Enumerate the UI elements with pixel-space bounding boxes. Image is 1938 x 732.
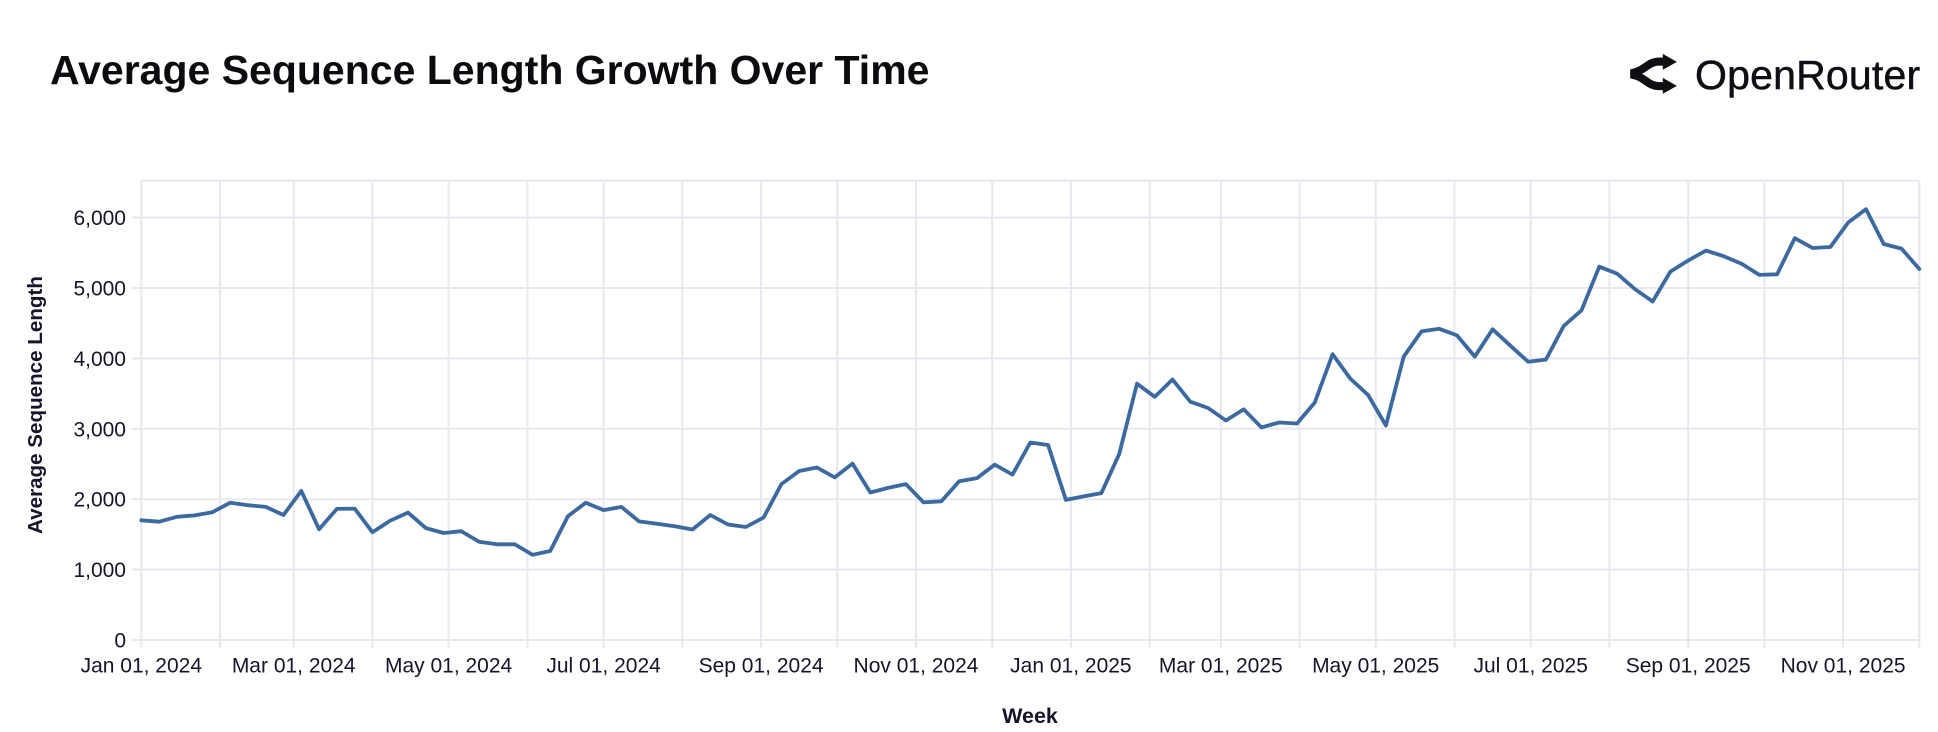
svg-text:3,000: 3,000 (73, 418, 126, 441)
svg-text:Nov 01, 2024: Nov 01, 2024 (854, 655, 979, 678)
svg-text:Mar 01, 2025: Mar 01, 2025 (1159, 655, 1283, 678)
svg-text:2,000: 2,000 (73, 489, 126, 512)
svg-text:Nov 01, 2025: Nov 01, 2025 (1781, 655, 1906, 678)
svg-text:Week: Week (1002, 704, 1058, 728)
svg-text:Jan 01, 2024: Jan 01, 2024 (81, 655, 203, 678)
svg-text:Mar 01, 2024: Mar 01, 2024 (232, 655, 356, 678)
svg-text:6,000: 6,000 (73, 207, 126, 230)
svg-text:Sep 01, 2025: Sep 01, 2025 (1626, 655, 1751, 678)
svg-text:Jul 01, 2025: Jul 01, 2025 (1473, 655, 1587, 678)
svg-text:Jan 01, 2025: Jan 01, 2025 (1010, 655, 1131, 678)
svg-text:Jul 01, 2024: Jul 01, 2024 (546, 655, 661, 678)
svg-text:May 01, 2024: May 01, 2024 (385, 655, 513, 678)
svg-text:May 01, 2025: May 01, 2025 (1312, 655, 1439, 678)
svg-text:0: 0 (114, 630, 126, 653)
svg-text:5,000: 5,000 (73, 278, 126, 301)
svg-text:Sep 01, 2024: Sep 01, 2024 (699, 655, 824, 678)
svg-text:1,000: 1,000 (73, 559, 126, 582)
svg-text:4,000: 4,000 (73, 348, 126, 371)
svg-text:Average Sequence Length: Average Sequence Length (24, 276, 47, 534)
